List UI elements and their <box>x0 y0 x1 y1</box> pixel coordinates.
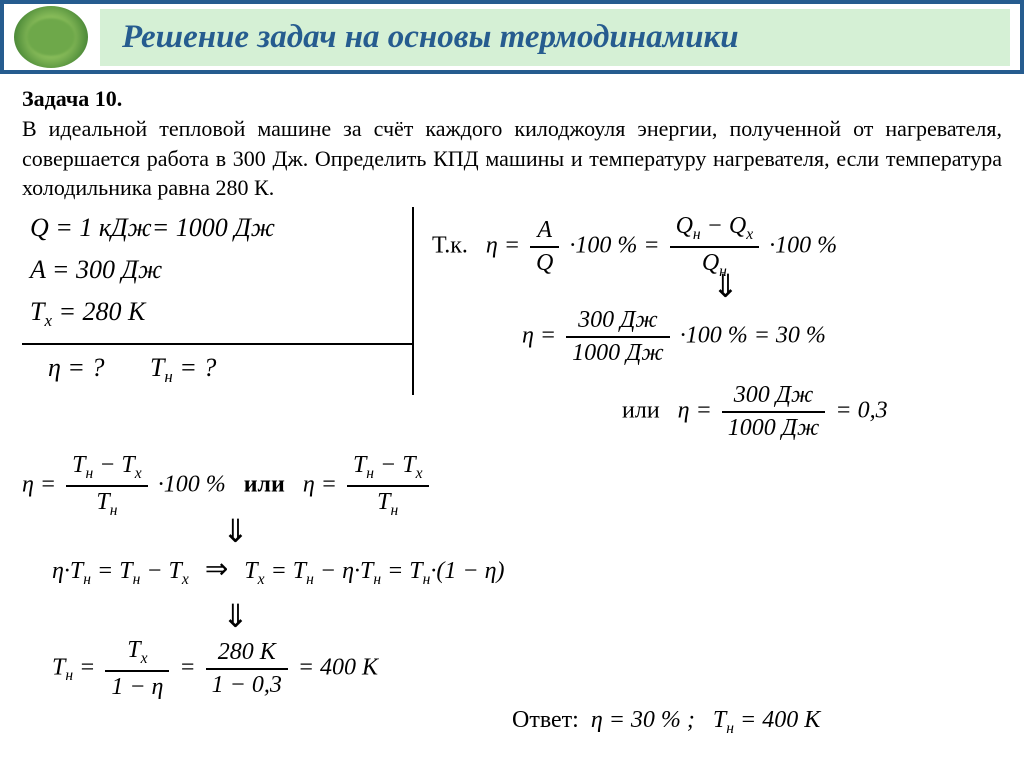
answer-line: Ответ: η = 30 % ; Tн = 400 K <box>512 707 820 738</box>
given-a: A = 300 Дж <box>30 249 400 291</box>
eq-row1: Т.к. η = AQ ·100 % = Qн − QxQн ·100 % <box>432 213 837 281</box>
eq-row6: Tн = Tx 1 − η = 280 K 1 − 0,3 = 400 K <box>52 637 378 701</box>
down-arrow-1: ⇓ <box>712 267 739 305</box>
down-arrow-2: ⇓ <box>222 512 249 550</box>
solution-area: Q = 1 кДж= 1000 Дж A = 300 Дж Tx = 280 K… <box>22 207 1002 747</box>
content-area: Задача 10. В идеальной тепловой машине з… <box>0 74 1024 755</box>
answer-eta: η = 30 % ; <box>591 707 695 733</box>
find-line: η = ? Tн = ? <box>30 345 400 387</box>
eq-row4: η = Tн − Tx Tн ·100 % или η = Tн − Tx Tн <box>22 452 433 520</box>
eq-row3: или η = 300 Дж1000 Дж = 0,3 <box>622 382 888 442</box>
page-title: Решение задач на основы термодинамики <box>100 9 1010 66</box>
eq-row5: η·Tн = Tн − Tx ⇒ Tx = Tн − η·Tн = Tн·(1 … <box>52 552 505 589</box>
task-label: Задача 10. <box>22 86 1002 112</box>
answer-label: Ответ: <box>512 707 579 733</box>
header-bar: Решение задач на основы термодинамики <box>0 0 1024 74</box>
answer-tn: Tн = 400 K <box>713 707 820 733</box>
task-text: В идеальной тепловой машине за счёт кажд… <box>22 114 1002 203</box>
given-q: Q = 1 кДж= 1000 Дж <box>30 207 400 249</box>
eq-row2: η = 300 Дж1000 Дж ·100 % = 30 % <box>522 307 826 367</box>
given-block: Q = 1 кДж= 1000 Дж A = 300 Дж Tx = 280 K… <box>22 207 414 395</box>
down-arrow-3: ⇓ <box>222 597 249 635</box>
logo-icon <box>14 6 88 68</box>
given-tx: Tx = 280 K <box>30 291 400 337</box>
